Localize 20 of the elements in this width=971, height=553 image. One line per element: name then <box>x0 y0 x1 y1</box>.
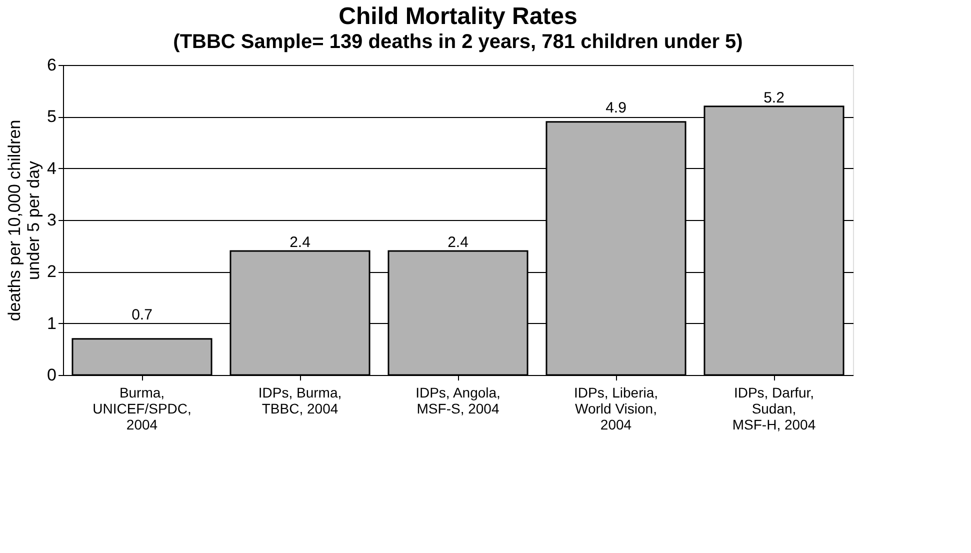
y-tick-label: 5 <box>47 107 56 126</box>
y-tick-label: 4 <box>47 158 56 178</box>
y-tick-label: 1 <box>47 314 56 333</box>
y-axis-title: deaths per 10,000 children under 5 per day <box>5 120 44 322</box>
y-tick-label: 6 <box>47 56 56 74</box>
y-tick-label: 3 <box>47 210 56 230</box>
data-label: 2.4 <box>448 234 468 251</box>
data-label: 2.4 <box>290 234 310 251</box>
x-tick-label: IDPs, Liberia, World Vision, 2004 <box>574 384 658 432</box>
x-tick-label: Burma, UNICEF/SPDC, 2004 <box>92 384 192 432</box>
data-label: 0.7 <box>132 306 152 324</box>
y-tick-label: 2 <box>47 262 56 282</box>
y-tick-label: 0 <box>47 366 56 384</box>
x-tick-label: IDPs, Burma, TBBC, 2004 <box>258 384 342 416</box>
data-label: 4.9 <box>606 100 626 117</box>
x-tick-label: IDPs, Darfur, Sudan, MSF-H, 2004 <box>732 384 816 432</box>
x-tick-label: IDPs, Angola, MSF-S, 2004 <box>416 384 500 416</box>
chart-title: Child Mortality Rates <box>338 3 578 30</box>
chart-subtitle: (TBBC Sample= 139 deaths in 2 years, 781 children under 5) <box>173 31 743 53</box>
data-label: 5.2 <box>764 89 784 106</box>
